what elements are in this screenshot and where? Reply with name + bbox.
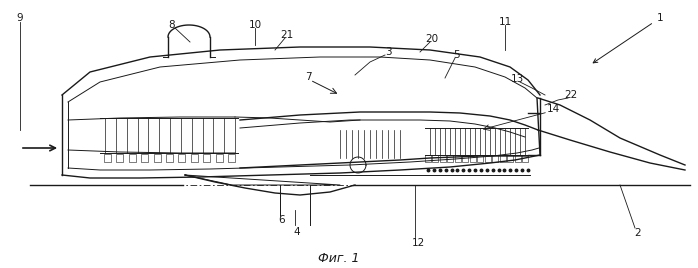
Text: 5: 5 (454, 50, 460, 60)
Bar (462, 155, 468, 162)
Bar (166, 154, 173, 162)
Bar (455, 155, 461, 162)
Bar (440, 155, 446, 162)
Bar (191, 154, 198, 162)
Bar (514, 155, 521, 162)
Text: 6: 6 (279, 215, 285, 225)
Text: 1: 1 (593, 13, 663, 63)
Text: 20: 20 (426, 34, 438, 44)
Text: 13: 13 (510, 74, 524, 84)
Bar (104, 154, 111, 162)
Bar (129, 154, 136, 162)
Bar (216, 154, 223, 162)
Bar (492, 155, 498, 162)
Text: Фиг. 1: Фиг. 1 (318, 251, 359, 265)
Text: 14: 14 (547, 104, 560, 114)
Text: 8: 8 (169, 20, 175, 30)
Bar (484, 155, 491, 162)
Bar (117, 154, 124, 162)
Bar (470, 155, 476, 162)
Text: 10: 10 (248, 20, 262, 30)
Bar (154, 154, 161, 162)
Bar (477, 155, 483, 162)
Bar (203, 154, 210, 162)
Bar (228, 154, 235, 162)
Text: 4: 4 (294, 227, 300, 237)
Bar (522, 155, 528, 162)
Text: 9: 9 (17, 13, 23, 23)
Bar (425, 155, 431, 162)
Bar (447, 155, 454, 162)
Bar (500, 155, 505, 162)
Text: 21: 21 (281, 30, 294, 40)
Text: 2: 2 (634, 228, 641, 238)
Bar (141, 154, 148, 162)
Text: 22: 22 (565, 90, 578, 100)
Text: 12: 12 (411, 238, 424, 248)
Bar (433, 155, 438, 162)
Bar (507, 155, 513, 162)
Text: 3: 3 (385, 47, 392, 57)
Text: 11: 11 (498, 17, 512, 27)
Bar (179, 154, 186, 162)
Text: 7: 7 (305, 72, 311, 82)
